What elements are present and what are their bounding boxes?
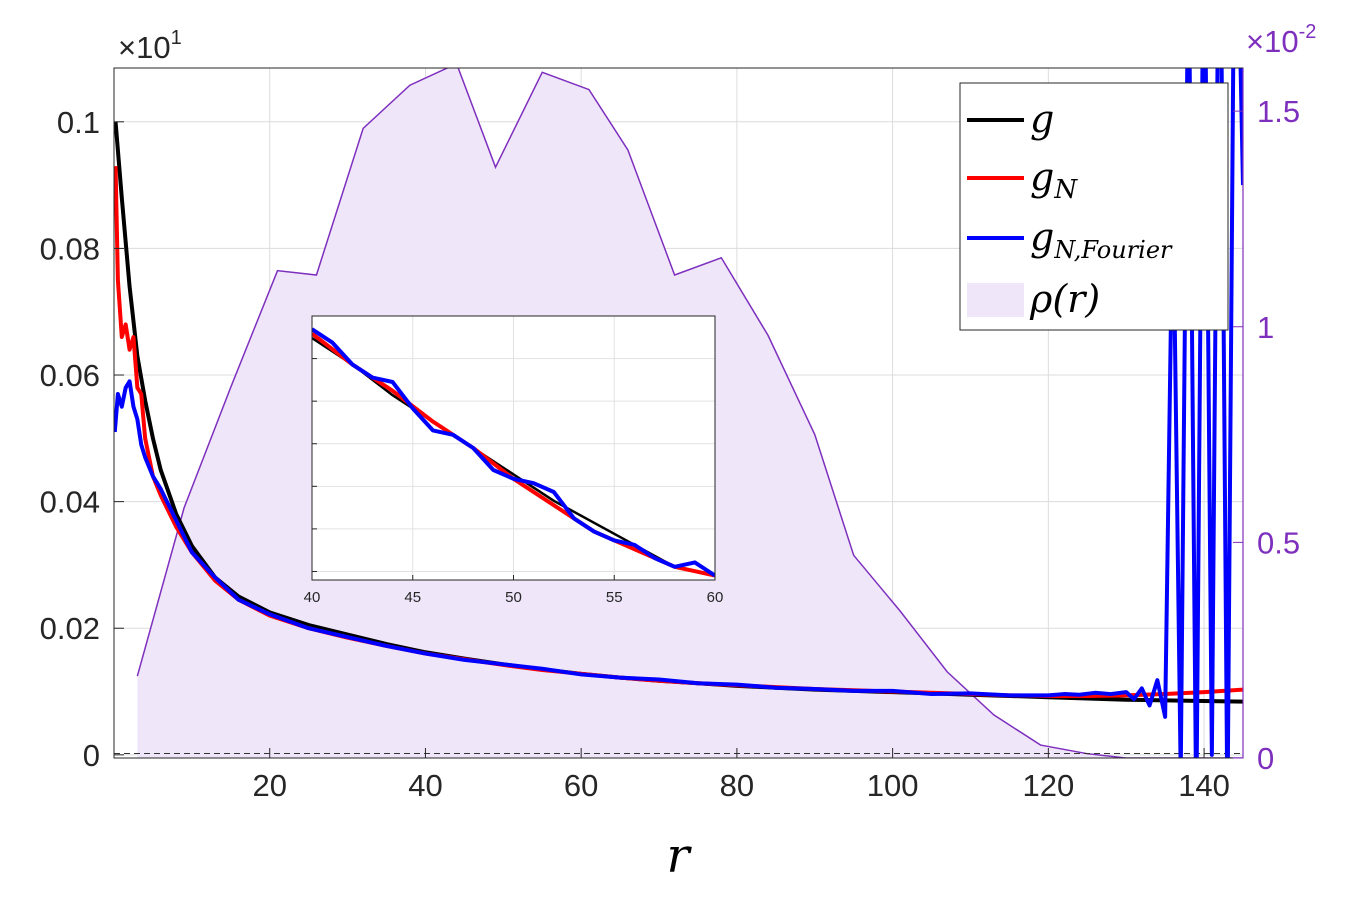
left-exponent-label: ×101 [118, 27, 182, 65]
inset-tick-label: 50 [505, 589, 522, 606]
x-axis-ticks: 20 40 60 80 100 120 140 [252, 748, 1230, 803]
legend-label-rho: ρ(r) [1029, 277, 1100, 321]
right-tick-label: 0.5 [1257, 525, 1300, 560]
x-tick-label: 60 [564, 768, 598, 803]
left-tick-label: 0.02 [40, 611, 100, 646]
rho-line [136, 68, 1243, 758]
right-tick-label: 1.5 [1257, 94, 1300, 129]
legend-entry-rho: ρ(r) [967, 277, 1100, 321]
legend-entry-gN-fourier: gN,Fourier [967, 215, 1173, 264]
x-tick-label: 20 [252, 768, 286, 803]
legend-label-gN-fourier: gN,Fourier [1030, 215, 1173, 264]
left-tick-label: 0.08 [40, 231, 100, 266]
right-exponent-label: ×10-2 [1246, 21, 1316, 59]
inset-line-gnfourier [312, 327, 715, 578]
inset-tick-label: 45 [404, 589, 421, 606]
left-tick-label: 0.1 [57, 105, 100, 140]
right-exponent-power: -2 [1299, 21, 1317, 43]
x-tick-label: 140 [1178, 768, 1230, 803]
legend-swatch-rho [967, 283, 1024, 317]
left-axis-ticks: 0 0.02 0.04 0.06 0.08 0.1 [40, 105, 124, 773]
legend-sub-gN-fourier: N,Fourier [1053, 236, 1173, 264]
left-exponent-power: 1 [171, 27, 182, 49]
inset-plot: 40 45 50 55 60 [304, 315, 724, 606]
inset-x-ticks: 40 45 50 55 60 [304, 575, 724, 606]
legend-label-gN: gN [1030, 155, 1078, 205]
left-tick-label: 0.06 [40, 358, 100, 393]
x-tick-label: 120 [1022, 768, 1074, 803]
inset-line-series [312, 327, 715, 578]
x-tick-label: 40 [408, 768, 442, 803]
x-tick-label: 80 [720, 768, 754, 803]
legend: g gN gN,Fourier ρ(r) [959, 82, 1229, 331]
left-tick-label: 0.04 [40, 485, 100, 520]
legend-label-g: g [1030, 97, 1054, 141]
left-tick-label: 0 [83, 738, 100, 773]
inset-tick-label: 55 [606, 589, 623, 606]
legend-entry-gN: gN [967, 155, 1078, 205]
inset-tick-label: 40 [304, 589, 321, 606]
inset-grid [311, 316, 716, 580]
legend-sub-gN: N [1053, 175, 1078, 205]
right-tick-label: 1 [1257, 310, 1274, 345]
inset-tick-label: 60 [707, 589, 724, 606]
right-tick-label: 0 [1257, 741, 1274, 776]
x-tick-label: 100 [867, 768, 919, 803]
legend-entry-g: g [967, 97, 1054, 141]
x-axis-label: r [667, 828, 693, 884]
right-axis-ticks: 0 0.5 1 1.5 [1233, 68, 1300, 776]
